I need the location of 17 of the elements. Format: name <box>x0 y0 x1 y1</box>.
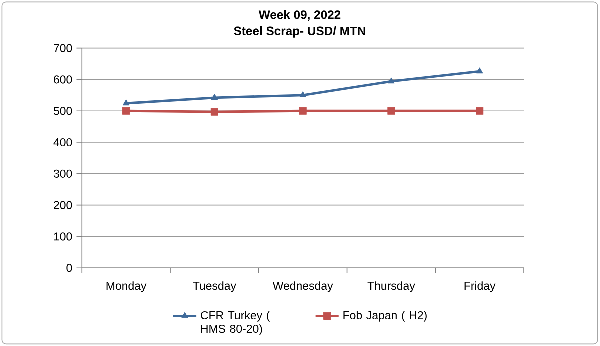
y-tick-label: 0 <box>66 264 72 272</box>
legend-label: Fob Japan ( H2) <box>344 310 427 322</box>
chart-subtitle: Steel Scrap- USD/ MTN <box>234 26 366 38</box>
x-tick-label: Thursday <box>368 281 416 292</box>
x-tick-label: Tuesday <box>193 281 236 292</box>
y-tick-label: 200 <box>54 201 72 210</box>
y-tick-label: 700 <box>54 44 72 52</box>
x-tick-label: Wednesday <box>272 281 334 292</box>
chart-title: Week 09, 2022 <box>258 10 341 21</box>
y-tick-label: 100 <box>54 232 72 241</box>
y-tick-label: 600 <box>54 75 72 84</box>
legend-label: CFR Turkey ( HMS 80-20) <box>201 310 270 336</box>
y-tick-label: 400 <box>54 138 72 146</box>
x-tick-label: Monday <box>106 281 147 292</box>
y-tick-label: 300 <box>54 170 72 178</box>
y-tick-label: 500 <box>54 106 72 115</box>
x-tick-label: Friday <box>464 281 496 292</box>
